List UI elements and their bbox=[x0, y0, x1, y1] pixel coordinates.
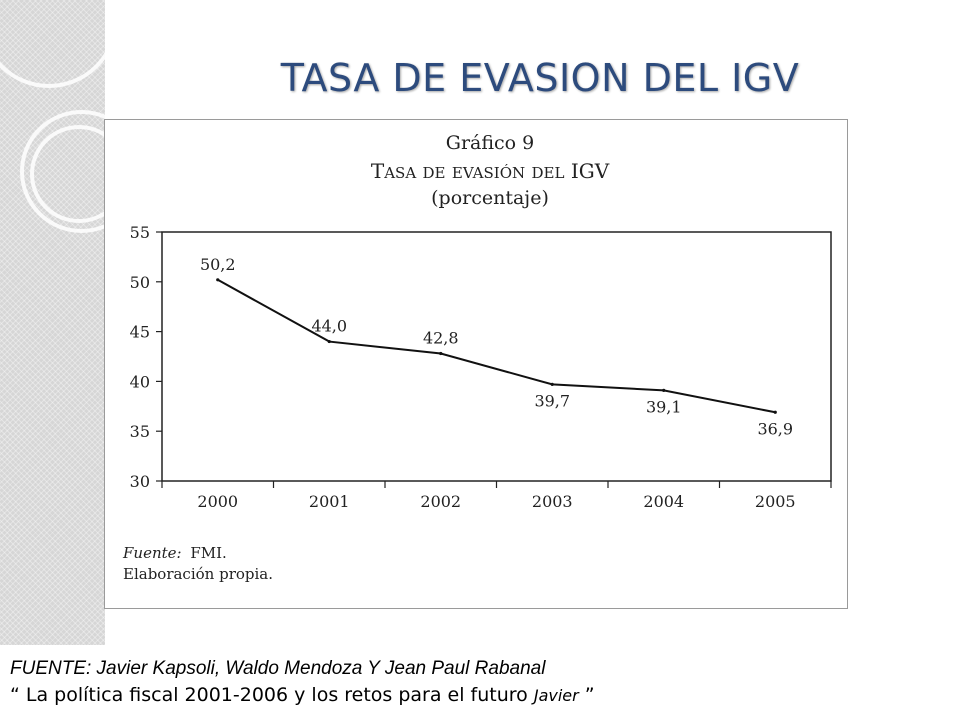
line-chart: Gráfico 9 TASA DE EVASIÓN DEL IGV (porce… bbox=[122, 132, 832, 583]
chart-heading: Gráfico 9 bbox=[446, 132, 534, 154]
plot-frame bbox=[161, 231, 832, 482]
data-point bbox=[327, 339, 331, 344]
footer-reference-author: Javier bbox=[533, 686, 579, 705]
data-point bbox=[439, 351, 443, 356]
chart-title: TASA DE EVASIÓN DEL IGV bbox=[371, 159, 610, 183]
x-tick-label: 2003 bbox=[532, 492, 573, 511]
chart-subtitle: (porcentaje) bbox=[431, 187, 549, 209]
data-point bbox=[216, 278, 220, 282]
data-label: 50,2 bbox=[200, 255, 236, 274]
y-tick-label: 55 bbox=[130, 223, 150, 242]
x-tick-label: 2004 bbox=[643, 492, 684, 511]
x-tick-label: 2005 bbox=[755, 492, 796, 511]
data-label: 44,0 bbox=[311, 317, 347, 336]
data-label: 42,8 bbox=[423, 329, 459, 348]
data-point bbox=[773, 410, 777, 414]
data-point bbox=[550, 382, 554, 386]
data-label: 39,1 bbox=[646, 397, 682, 416]
chart-note-elaboration: Elaboración propia. bbox=[123, 565, 273, 583]
y-tick-label: 50 bbox=[130, 273, 150, 292]
data-label: 36,9 bbox=[757, 419, 793, 438]
footer-reference-close: ” bbox=[578, 684, 595, 706]
decorative-ring bbox=[0, 0, 105, 88]
data-label: 39,7 bbox=[534, 391, 570, 410]
footer-reference: “ La política fiscal 2001-2006 y los ret… bbox=[10, 684, 595, 706]
x-tick-label: 2001 bbox=[309, 492, 350, 511]
chart-panel: Gráfico 9 TASA DE EVASIÓN DEL IGV (porce… bbox=[104, 119, 848, 609]
series-line bbox=[217, 278, 776, 414]
chart-note-source: Fuente: FMI. bbox=[122, 544, 227, 562]
decorative-side-strip bbox=[0, 0, 105, 645]
x-tick-label: 2000 bbox=[197, 492, 238, 511]
slide-title: TASA DE EVASION DEL IGV bbox=[280, 56, 800, 100]
footer-source: FUENTE: Javier Kapsoli, Waldo Mendoza Y … bbox=[10, 658, 546, 679]
x-tick-label: 2002 bbox=[420, 492, 461, 511]
y-tick-label: 30 bbox=[130, 472, 150, 491]
y-tick-label: 40 bbox=[130, 372, 150, 391]
data-point bbox=[662, 388, 666, 392]
chart-note-source-label: Fuente: bbox=[122, 544, 182, 562]
decorative-ring bbox=[30, 125, 105, 223]
y-tick-label: 45 bbox=[130, 323, 150, 342]
chart-note-source-value: FMI. bbox=[190, 544, 226, 562]
y-tick-label: 35 bbox=[130, 422, 150, 441]
footer-reference-text: “ La política fiscal 2001-2006 y los ret… bbox=[10, 684, 534, 706]
